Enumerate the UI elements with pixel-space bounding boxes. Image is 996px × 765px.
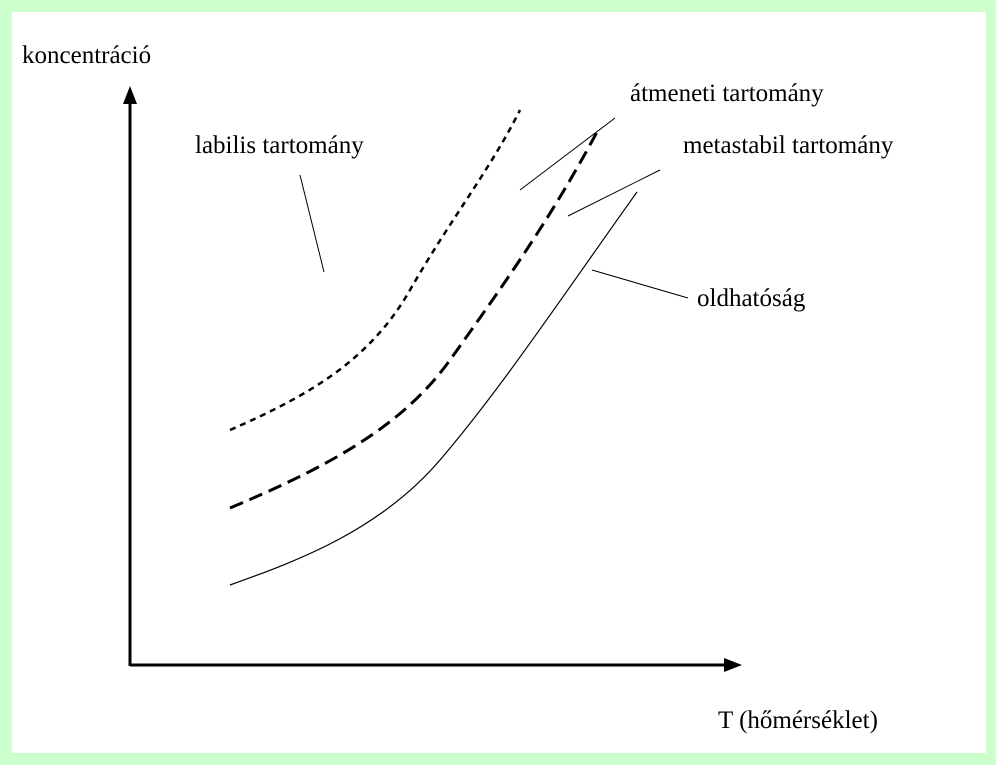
x-arrow (724, 658, 742, 672)
solubility-curve (229, 191, 638, 586)
canvas (12, 12, 986, 753)
leader-line (519, 117, 616, 191)
region-label: labilis tartomány (195, 132, 364, 159)
leader-line (299, 174, 325, 273)
leader-line (591, 269, 689, 299)
region-label: átmeneti tartomány (630, 80, 824, 107)
leader-line (567, 169, 661, 217)
region-label: metastabil tartomány (683, 132, 894, 159)
y-axis-label: koncentráció (22, 42, 151, 69)
metastable-limit-curve (229, 131, 599, 510)
region-label: oldhatóság (697, 285, 806, 312)
x-axis-label: T (hőmérséklet) (718, 707, 878, 734)
labile-limit-curve (229, 109, 522, 432)
y-arrow (123, 86, 137, 104)
